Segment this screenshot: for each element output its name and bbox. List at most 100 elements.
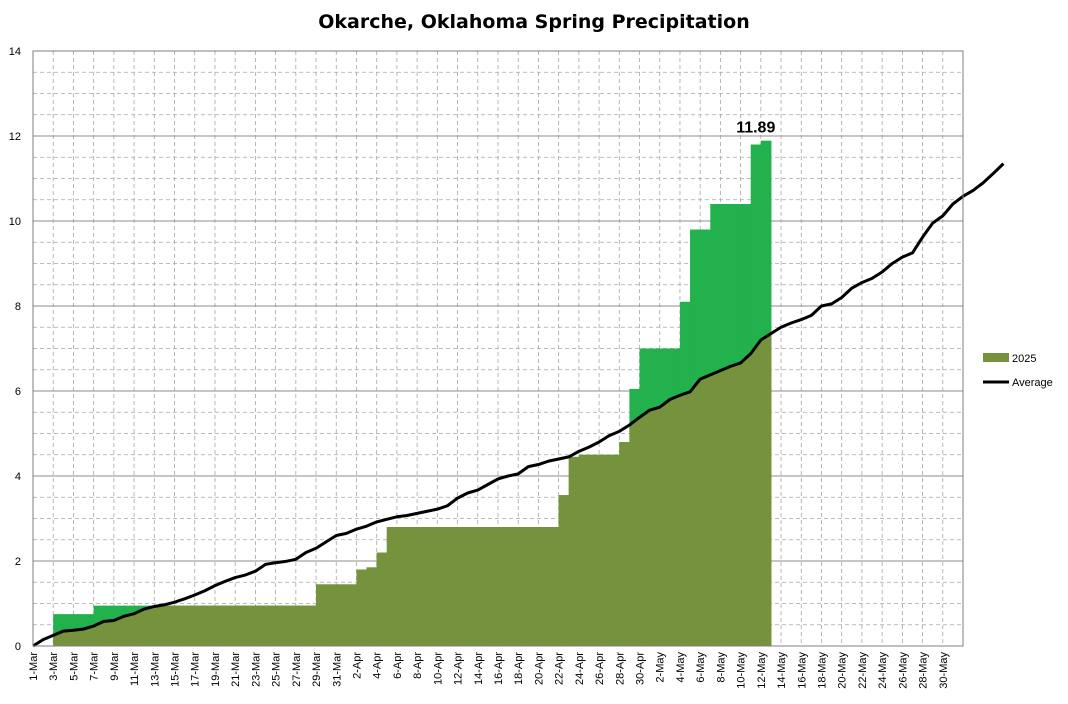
x-tick-label: 9-Mar xyxy=(109,652,121,681)
x-tick-label: 1-Mar xyxy=(28,652,40,681)
y-axis-ticks: 0 2 4 6 8 10 12 14 xyxy=(9,46,21,653)
x-tick-label: 24-May xyxy=(877,652,889,689)
bar-2025-below xyxy=(760,333,772,646)
bar-2025-below xyxy=(548,527,560,646)
x-tick-label: 12-Apr xyxy=(453,652,465,685)
x-tick-label: 11-Mar xyxy=(129,652,141,686)
bar-2025-below xyxy=(447,527,459,646)
y-tick-label: 2 xyxy=(15,556,21,568)
bar-2025-below xyxy=(629,417,641,646)
legend: 2025 Average xyxy=(983,353,1053,389)
x-tick-label: 16-May xyxy=(796,652,808,689)
x-tick-label: 15-Mar xyxy=(170,652,182,687)
bar-2025-below xyxy=(659,399,671,646)
x-tick-label: 22-May xyxy=(857,652,869,689)
bar-2025-below xyxy=(164,605,176,646)
bar-2025-below xyxy=(730,362,742,646)
x-tick-label: 22-Apr xyxy=(554,652,566,685)
y-tick-label: 0 xyxy=(15,641,21,653)
bar-2025-below xyxy=(316,584,327,646)
bar-2025-below xyxy=(366,567,378,646)
bar-2025-below xyxy=(63,630,74,646)
bar-2025-below xyxy=(467,527,479,646)
x-tick-label: 27-Mar xyxy=(291,652,303,687)
legend-swatch-2025 xyxy=(983,353,1009,362)
x-tick-label: 7-Mar xyxy=(89,652,101,681)
bar-2025-below xyxy=(204,605,216,646)
bar-2025-below xyxy=(558,495,570,646)
average-line xyxy=(32,162,1005,648)
bar-2025-below xyxy=(588,454,600,646)
bar-2025-below xyxy=(599,454,610,646)
x-tick-label: 28-Apr xyxy=(614,652,626,685)
x-tick-label: 17-Mar xyxy=(190,652,202,687)
bar-2025-below xyxy=(710,370,721,646)
bar-2025-below xyxy=(194,605,206,646)
bar-2025-below xyxy=(477,527,489,646)
x-tick-label: 31-Mar xyxy=(331,652,343,687)
x-tick-label: 26-Apr xyxy=(594,652,606,685)
x-tick-label: 23-Mar xyxy=(250,652,262,687)
bar-2025-above xyxy=(53,614,64,646)
bar-2025-below xyxy=(578,454,590,646)
bar-2025-below xyxy=(407,527,418,646)
bar-2025-below xyxy=(568,456,580,646)
bar-2025-below xyxy=(649,407,661,646)
x-tick-label: 29-Mar xyxy=(311,652,323,687)
x-tick-label: 14-May xyxy=(776,652,788,689)
bar-2025-below xyxy=(134,609,145,646)
average-series-line xyxy=(32,162,1005,648)
legend-label-2025: 2025 xyxy=(1012,353,1036,365)
bar-2025-below xyxy=(679,391,691,646)
bar-2025-below xyxy=(498,527,509,646)
bar-2025-below xyxy=(720,366,731,646)
bar-2025-below xyxy=(154,605,165,646)
legend-label-average: Average xyxy=(1012,377,1053,389)
bar-2025-below xyxy=(487,527,499,646)
bar-2025-below xyxy=(396,527,408,646)
axes xyxy=(32,50,964,647)
bar-2025-below xyxy=(73,629,85,646)
bar-2025-below xyxy=(275,605,287,646)
bar-2025-below xyxy=(690,379,701,646)
bar-2025-below xyxy=(437,527,448,646)
x-tick-label: 14-Apr xyxy=(473,652,485,685)
chart-title: Okarche, Oklahoma Spring Precipitation xyxy=(318,11,749,33)
x-tick-label: 2-Apr xyxy=(351,652,363,679)
x-tick-label: 16-Apr xyxy=(493,652,505,685)
x-tick-label: 28-May xyxy=(918,652,930,689)
x-tick-label: 4-Apr xyxy=(372,652,384,679)
bar-2025-below xyxy=(700,374,711,646)
x-tick-label: 30-May xyxy=(938,652,950,689)
x-tick-label: 2-May xyxy=(655,652,667,683)
x-tick-label: 6-May xyxy=(695,652,707,683)
bar-2025-below xyxy=(740,353,752,646)
total-annotation: 11.89 xyxy=(736,120,775,137)
x-axis-ticks: 1-Mar 3-Mar 5-Mar 7-Mar 9-Mar 11-Mar 13-Mar 15-… xyxy=(28,652,950,689)
x-tick-label: 30-Apr xyxy=(635,652,647,685)
bar-2025-below xyxy=(255,605,266,646)
x-tick-label: 4-May xyxy=(675,652,687,683)
bar-2025-below xyxy=(376,552,388,646)
x-tick-label: 8-May xyxy=(715,652,727,683)
y-tick-label: 8 xyxy=(15,301,21,313)
bar-2025-below xyxy=(113,616,125,646)
bar-2025-below xyxy=(214,605,226,646)
bar-2025-below xyxy=(305,605,317,646)
bar-2025-below xyxy=(336,584,347,646)
bar-2025-below xyxy=(245,605,256,646)
bar-2025-below xyxy=(103,620,115,646)
x-tick-label: 21-Mar xyxy=(230,652,242,687)
x-tick-label: 3-Mar xyxy=(48,652,60,681)
x-tick-label: 10-Apr xyxy=(432,652,444,685)
bar-2025-below xyxy=(174,605,186,646)
x-tick-label: 18-Apr xyxy=(513,652,525,685)
y-tick-label: 14 xyxy=(9,46,21,58)
x-tick-label: 18-May xyxy=(816,652,828,689)
bar-2025-below xyxy=(386,527,398,646)
y-tick-label: 10 xyxy=(9,216,21,228)
bar-2025-below xyxy=(457,527,469,646)
bar-2025-below xyxy=(235,605,246,646)
bar-2025-below xyxy=(265,605,277,646)
